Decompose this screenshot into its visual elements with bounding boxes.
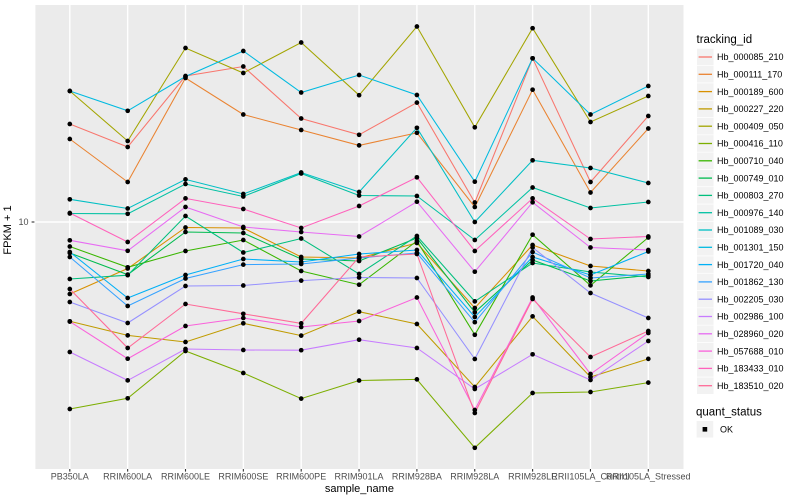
svg-text:RRIM600PE: RRIM600PE: [276, 472, 326, 482]
svg-text:Hb_000803_270: Hb_000803_270: [717, 191, 784, 201]
svg-text:RRIM901LA: RRIM901LA: [335, 472, 384, 482]
svg-text:PB350LA: PB350LA: [51, 472, 89, 482]
svg-text:RRIM600LE: RRIM600LE: [161, 472, 210, 482]
svg-text:RRIM928LA: RRIM928LA: [450, 472, 499, 482]
svg-text:RRII105LA_Stressed: RRII105LA_Stressed: [606, 472, 691, 482]
svg-text:RRIM600SE: RRIM600SE: [218, 472, 268, 482]
svg-text:Hb_028960_020: Hb_028960_020: [717, 329, 784, 339]
svg-text:RRIM600LA: RRIM600LA: [103, 472, 152, 482]
svg-text:RRIM928BA: RRIM928BA: [392, 472, 442, 482]
svg-text:OK: OK: [720, 424, 733, 434]
svg-text:Hb_057688_010: Hb_057688_010: [717, 346, 784, 356]
svg-text:RRII105LA_Control: RRII105LA_Control: [551, 472, 629, 482]
svg-text:Hb_183433_010: Hb_183433_010: [717, 364, 784, 374]
svg-text:RRIM928LE: RRIM928LE: [508, 472, 557, 482]
svg-text:Hb_000111_170: Hb_000111_170: [717, 70, 782, 80]
svg-text:tracking_id: tracking_id: [697, 34, 753, 46]
svg-text:sample_name: sample_name: [325, 483, 394, 495]
svg-text:quant_status: quant_status: [696, 407, 762, 419]
svg-text:FPKM + 1: FPKM + 1: [2, 205, 14, 254]
svg-text:Hb_000416_110: Hb_000416_110: [717, 139, 783, 149]
svg-text:Hb_000189_600: Hb_000189_600: [717, 87, 784, 97]
svg-text:Hb_001862_130: Hb_001862_130: [717, 277, 784, 287]
svg-text:Hb_000749_010: Hb_000749_010: [717, 173, 784, 183]
svg-text:Hb_001720_040: Hb_001720_040: [717, 260, 784, 270]
svg-text:Hb_000710_040: Hb_000710_040: [717, 156, 784, 166]
svg-text:Hb_000085_210: Hb_000085_210: [717, 52, 784, 62]
svg-text:Hb_001301_150: Hb_001301_150: [717, 243, 784, 253]
svg-text:Hb_183510_020: Hb_183510_020: [717, 381, 784, 391]
svg-text:Hb_000409_050: Hb_000409_050: [717, 121, 784, 131]
svg-text:10: 10: [18, 217, 28, 227]
svg-text:Hb_000976_140: Hb_000976_140: [717, 208, 784, 218]
svg-text:Hb_002205_030: Hb_002205_030: [717, 294, 784, 304]
svg-text:Hb_002986_100: Hb_002986_100: [717, 312, 784, 322]
svg-text:Hb_001089_030: Hb_001089_030: [717, 225, 784, 235]
svg-text:Hb_000227_220: Hb_000227_220: [717, 104, 784, 114]
